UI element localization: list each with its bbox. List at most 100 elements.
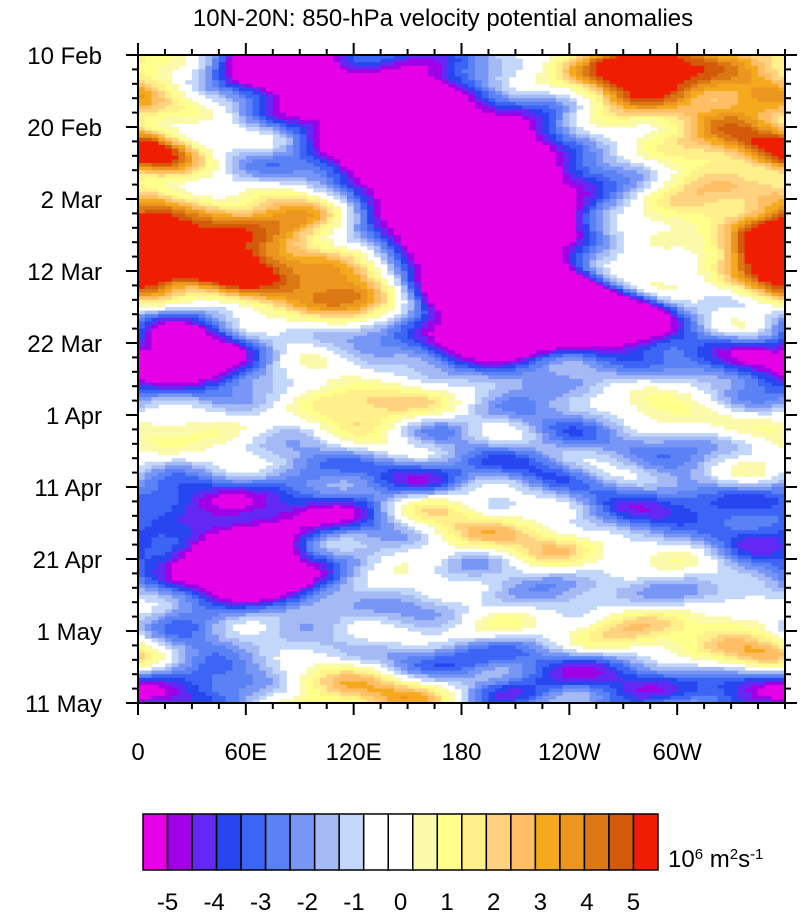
heat-cell (704, 109, 712, 114)
heat-cell (522, 177, 530, 182)
heat-cell (461, 145, 469, 150)
heat-cell (313, 213, 321, 218)
heat-cell (542, 123, 550, 128)
heat-cell (528, 188, 537, 193)
heat-cell (522, 249, 530, 254)
heat-cell (495, 58, 503, 63)
heat-cell (724, 123, 732, 128)
heat-cell (508, 163, 517, 168)
heat-cell (663, 130, 672, 135)
heat-cell (272, 55, 281, 60)
heat-cell (474, 217, 483, 222)
heat-cell (468, 87, 476, 92)
heat-cell (414, 152, 422, 157)
heat-cell (650, 238, 658, 243)
heat-cell (576, 217, 584, 222)
heat-cell (758, 76, 766, 81)
heat-cell (158, 170, 166, 175)
heat-cell (259, 188, 267, 193)
heat-cell (751, 65, 759, 70)
heat-cell (495, 55, 503, 60)
heat-cell (764, 163, 773, 168)
heat-cell (380, 184, 388, 189)
heat-cell (414, 62, 422, 67)
heat-cell (218, 231, 227, 236)
heat-cell (616, 58, 624, 63)
heat-cell (144, 141, 153, 146)
heat-cell (778, 163, 785, 168)
heat-cell (421, 253, 429, 258)
heat-cell (495, 188, 503, 193)
heat-cell (690, 65, 698, 70)
heat-cell (542, 101, 550, 106)
heat-cell (454, 73, 463, 78)
heat-cell (454, 170, 463, 175)
heat-cell (259, 80, 267, 85)
heat-cell (400, 166, 409, 171)
heat-cell (421, 148, 429, 153)
heat-cell (663, 155, 672, 160)
heat-cell (731, 173, 739, 178)
heat-cell (373, 145, 382, 150)
heat-cell (441, 256, 449, 261)
heat-cell (434, 206, 442, 211)
heat-cell (158, 191, 166, 196)
heat-cell (164, 91, 173, 96)
heat-cell (225, 242, 233, 247)
heat-cell (535, 209, 543, 214)
heat-cell (528, 105, 537, 110)
heat-cell (407, 235, 415, 240)
heat-cell (603, 87, 611, 92)
heat-cell (528, 91, 537, 96)
heat-cell (151, 73, 159, 78)
heat-cell (623, 123, 631, 128)
heat-cell (367, 195, 375, 200)
heat-cell (488, 137, 496, 142)
heat-cell (704, 235, 712, 240)
heat-cell (771, 170, 779, 175)
heat-cell (373, 253, 382, 258)
heat-cell (771, 62, 779, 67)
heat-cell (670, 199, 678, 204)
heat-cell (710, 65, 719, 70)
heat-cell (144, 155, 153, 160)
heat-cell (495, 134, 503, 139)
heat-cell (690, 130, 698, 135)
heat-cell (272, 199, 281, 204)
heat-cell (313, 123, 321, 128)
heat-cell (313, 163, 321, 168)
heat-cell (259, 170, 267, 175)
heat-cell (326, 148, 335, 153)
heat-cell (724, 163, 732, 168)
heat-cell (468, 109, 476, 114)
heat-cell (528, 123, 537, 128)
heat-cell (164, 116, 173, 121)
heat-cell (717, 227, 725, 232)
heat-cell (495, 145, 503, 150)
heat-cell (488, 112, 496, 117)
heat-cell (522, 119, 530, 124)
heat-cell (360, 202, 368, 207)
heat-cell (441, 87, 449, 92)
heat-cell (764, 145, 773, 150)
heat-cell (481, 227, 490, 232)
heat-cell (448, 235, 456, 240)
heat-cell (778, 191, 785, 196)
heat-cell (778, 209, 785, 214)
heat-cell (670, 173, 678, 178)
heat-cell (461, 224, 469, 229)
heat-cell (501, 163, 510, 168)
heat-cell (158, 62, 166, 67)
heat-cell (266, 199, 274, 204)
heat-cell (603, 184, 611, 189)
heat-cell (171, 105, 180, 110)
heat-cell (380, 65, 388, 70)
heat-cell (576, 195, 584, 200)
heat-cell (279, 199, 287, 204)
heat-cell (151, 260, 159, 265)
heat-cell (326, 69, 335, 74)
heat-cell (266, 80, 274, 85)
heat-cell (293, 238, 301, 243)
heat-cell (549, 159, 557, 164)
heat-cell (306, 58, 314, 63)
